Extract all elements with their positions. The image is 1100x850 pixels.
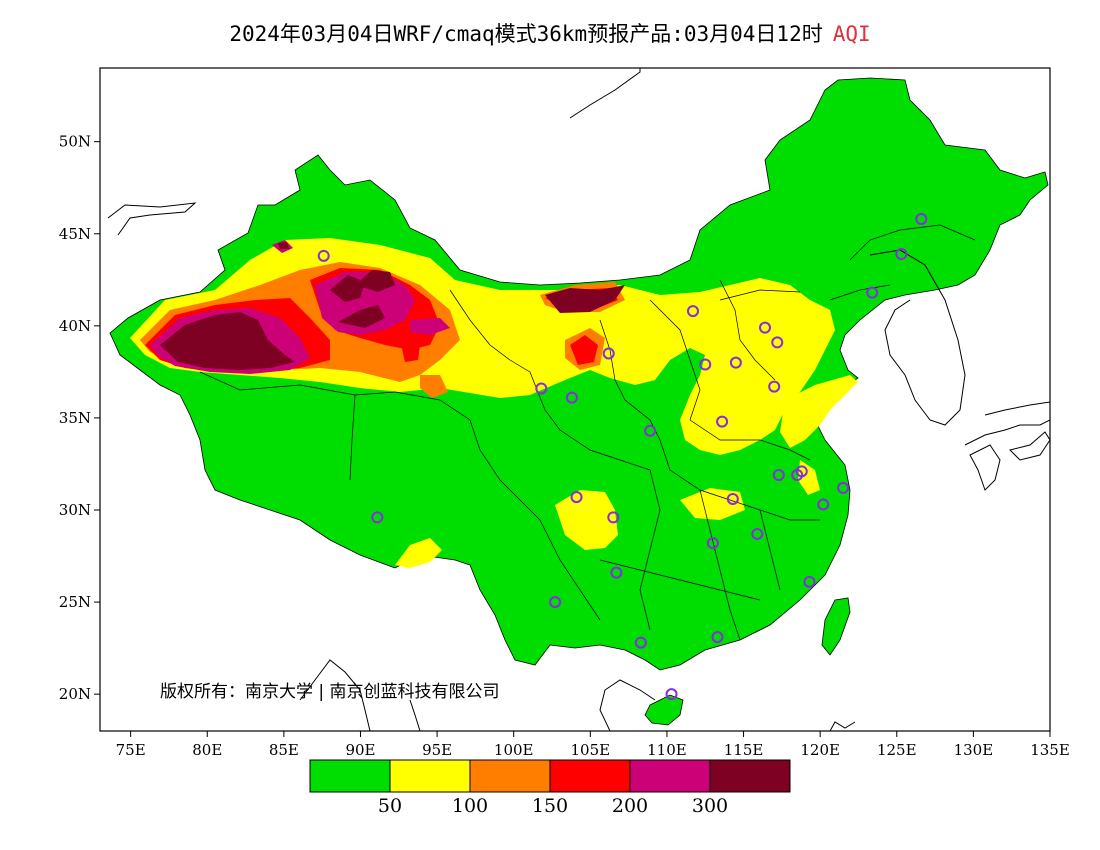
lon-tick-label: 95E <box>422 741 452 759</box>
lat-tick-label: 50N <box>59 133 91 151</box>
city-station-markers <box>317 213 928 701</box>
station-marker <box>706 537 719 550</box>
lat-tick-label: 45N <box>59 225 91 243</box>
station-marker <box>772 469 785 482</box>
legend-color-box <box>629 759 711 793</box>
lon-tick-label: 120E <box>800 741 840 759</box>
station-marker <box>549 596 562 609</box>
province-boundaries <box>199 224 976 641</box>
legend-label: 200 <box>612 795 648 817</box>
lon-tick-label: 130E <box>954 741 994 759</box>
legend-label: 300 <box>692 795 728 817</box>
foreign-coastlines <box>107 68 1050 731</box>
station-marker <box>570 491 583 504</box>
lon-tick-label: 135E <box>1030 741 1070 759</box>
station-marker <box>317 249 330 262</box>
legend-color-box <box>709 759 791 793</box>
station-marker <box>915 213 928 226</box>
legend-label: 50 <box>378 795 402 817</box>
map-title: 2024年03月04日WRF/cmaq模式36km预报产品:03月04日12时 A… <box>0 18 1100 48</box>
legend-label: 150 <box>532 795 568 817</box>
station-marker <box>895 248 908 261</box>
legend-color-box <box>469 759 551 793</box>
map-plot-area: 版权所有：南京大学 | 南京创蓝科技有限公司 <box>100 68 1050 731</box>
lat-tick-label: 40N <box>59 317 91 335</box>
legend-color-box <box>389 759 471 793</box>
station-marker <box>729 356 742 369</box>
title-variable: AQI <box>832 22 871 46</box>
lat-tick-label: 35N <box>59 409 91 427</box>
station-marker <box>866 286 879 299</box>
lon-tick-label: 125E <box>877 741 917 759</box>
lon-tick-label: 110E <box>647 741 687 759</box>
station-marker <box>607 511 620 524</box>
station-marker <box>716 415 729 428</box>
station-marker <box>817 498 830 511</box>
station-marker <box>686 305 699 318</box>
lon-tick-label: 105E <box>571 741 611 759</box>
aqi-hazardous-zones <box>160 242 625 370</box>
station-marker <box>711 631 724 644</box>
hainan-island <box>644 694 684 726</box>
station-marker <box>768 380 781 393</box>
map-frame <box>99 67 1051 732</box>
longitude-axis: 75E 80E 85E 90E 95E 100E 105E 110E 115E 120E 125E 1… <box>116 731 1070 759</box>
lat-tick-label: 20N <box>59 685 91 703</box>
lon-tick-label: 80E <box>192 741 222 759</box>
legend-color-box <box>309 759 391 793</box>
station-marker <box>803 575 816 588</box>
station-marker <box>610 566 623 579</box>
station-marker <box>837 481 850 494</box>
legend-color-box <box>549 759 631 793</box>
aqi-color-legend: 50 100 150 200 300 <box>309 759 791 817</box>
station-marker <box>602 347 615 360</box>
lon-tick-label: 90E <box>345 741 375 759</box>
lon-tick-label: 100E <box>494 741 534 759</box>
taiwan-island <box>821 597 851 656</box>
station-marker <box>771 336 784 349</box>
lon-tick-label: 115E <box>724 741 764 759</box>
lon-tick-label: 85E <box>269 741 299 759</box>
station-marker <box>791 469 804 482</box>
lat-tick-label: 30N <box>59 501 91 519</box>
station-marker <box>759 321 771 334</box>
station-marker <box>699 358 712 371</box>
station-marker <box>565 391 578 404</box>
lat-tick-label: 25N <box>59 593 91 611</box>
station-marker <box>726 492 739 505</box>
station-marker <box>644 424 657 437</box>
latitude-axis: 50N 45N 40N 35N 30N 25N 20N <box>59 133 100 703</box>
station-marker <box>665 688 678 701</box>
copyright-text: 版权所有：南京大学 | 南京创蓝科技有限公司 <box>160 682 500 702</box>
lon-tick-label: 75E <box>116 741 146 759</box>
station-marker <box>371 511 384 524</box>
title-main: 2024年03月04日WRF/cmaq模式36km预报产品:03月04日12时 <box>229 22 823 46</box>
station-marker <box>634 636 647 649</box>
station-marker <box>535 382 548 395</box>
station-marker <box>751 527 764 540</box>
legend-label: 100 <box>452 795 488 817</box>
